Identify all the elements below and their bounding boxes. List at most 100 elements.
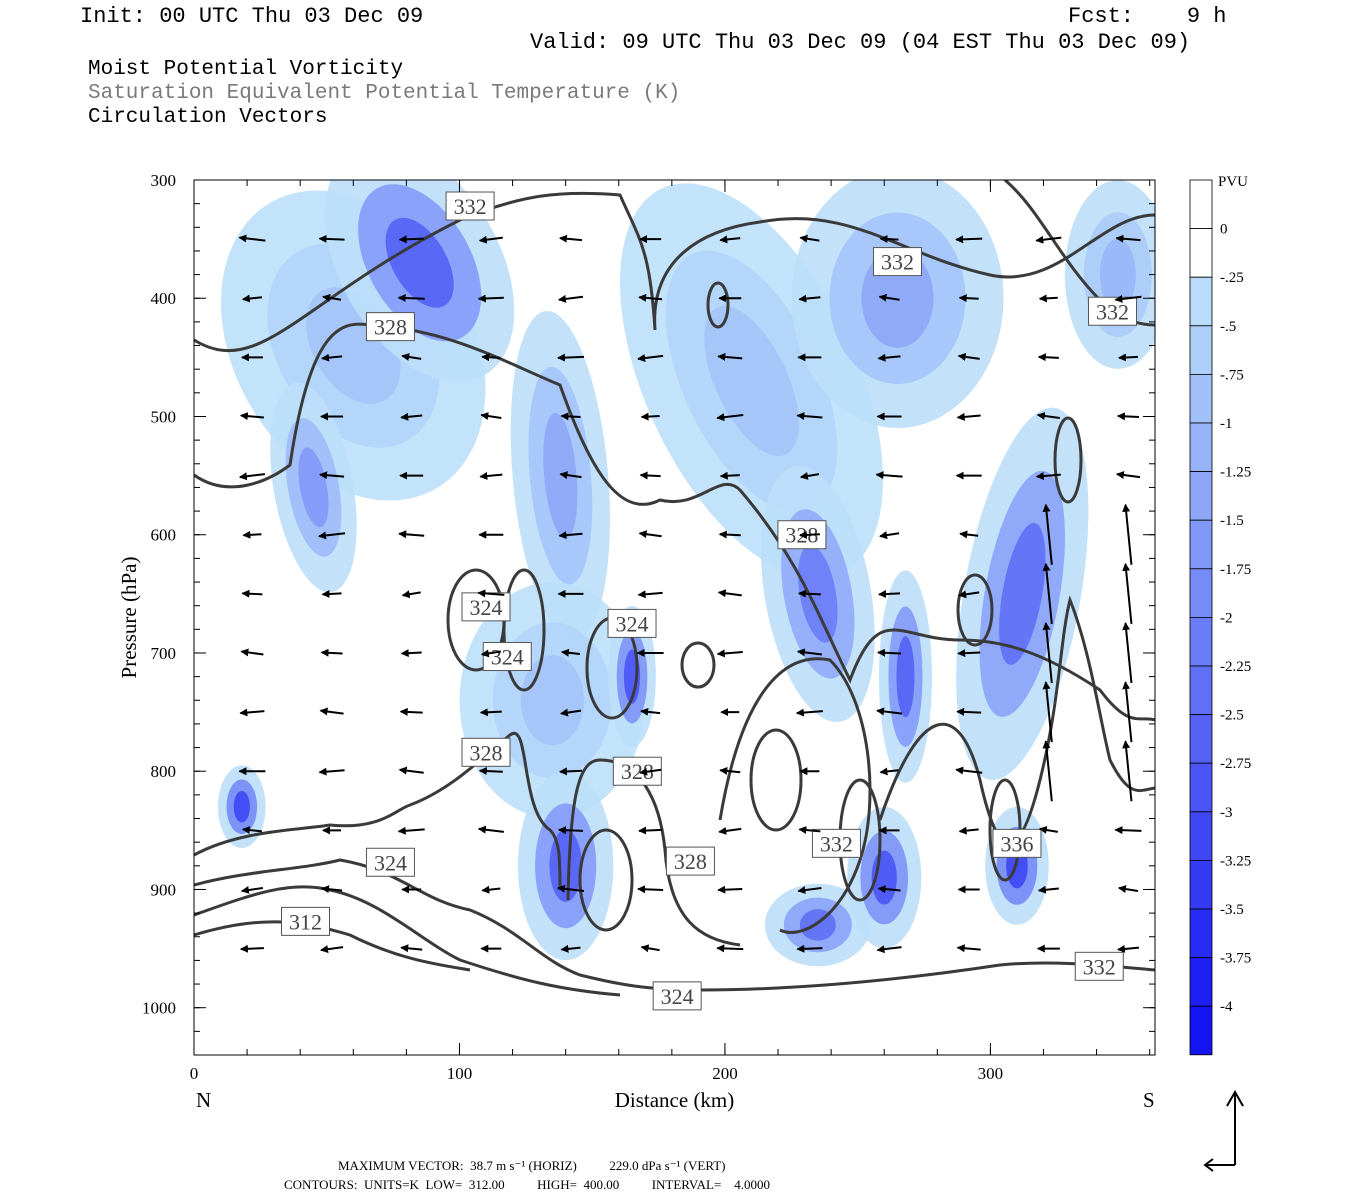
y-tick-label: 700 — [151, 644, 177, 663]
contour-line — [194, 922, 470, 970]
circulation-vector — [960, 829, 979, 831]
colorbar-swatch — [1190, 569, 1212, 618]
circulation-vector — [642, 416, 660, 417]
circulation-vector — [399, 829, 425, 831]
colorbar-tick-label: -2.75 — [1220, 756, 1251, 772]
circulation-vector — [243, 534, 261, 535]
svg-text:324: 324 — [491, 645, 524, 670]
circulation-vector — [956, 239, 982, 240]
colorbar-swatch — [1190, 909, 1212, 958]
circulation-vector — [958, 948, 981, 950]
circulation-vector — [799, 593, 821, 594]
circulation-vector — [560, 238, 582, 240]
circulation-vector — [957, 712, 981, 713]
contour-label: 328 — [666, 847, 714, 875]
circulation-vector — [641, 475, 661, 476]
colorbar-swatch — [1190, 958, 1212, 1007]
svg-text:328: 328 — [470, 740, 503, 765]
colorbar-swatch — [1190, 180, 1212, 229]
contour-label: 324 — [483, 643, 531, 671]
svg-text:332: 332 — [1096, 299, 1129, 324]
circulation-vector — [320, 239, 345, 240]
svg-text:332: 332 — [881, 250, 914, 275]
contour-label: 332 — [446, 192, 494, 220]
circulation-vector — [321, 711, 344, 714]
svg-text:324: 324 — [374, 850, 407, 875]
svg-text:312: 312 — [289, 909, 322, 934]
circulation-vector — [878, 652, 901, 653]
colorbar-unit: PVU — [1218, 174, 1248, 190]
circulation-vector — [1125, 505, 1131, 565]
contour-label: 332 — [873, 248, 921, 276]
contour-line — [751, 730, 801, 830]
circulation-vector — [399, 298, 425, 299]
circulation-vector — [1118, 948, 1139, 950]
colorbar-swatch — [1190, 617, 1212, 666]
x-tick-label: 0 — [190, 1064, 199, 1083]
contour-label: 324 — [366, 848, 414, 876]
circulation-vector — [639, 593, 663, 595]
contour-label: 328 — [462, 738, 510, 766]
circulation-vector — [560, 771, 582, 772]
circulation-vector — [1040, 298, 1058, 299]
svg-text:332: 332 — [1083, 954, 1116, 979]
circulation-vector — [1125, 741, 1131, 801]
circulation-vector — [321, 947, 343, 950]
svg-text:332: 332 — [454, 194, 487, 219]
circulation-vector — [721, 475, 740, 476]
colorbar-tick-label: -3.75 — [1220, 951, 1251, 967]
circulation-vector — [558, 357, 584, 358]
circulation-vector — [880, 533, 899, 536]
svg-text:324: 324 — [616, 611, 649, 636]
x-axis-label: Distance (km) — [615, 1088, 735, 1112]
circulation-vector — [240, 711, 264, 713]
svg-text:328: 328 — [374, 315, 407, 340]
y-axis-label: Pressure (hPa) — [117, 557, 141, 679]
colorbar-tick-label: -4 — [1220, 999, 1233, 1015]
circulation-vector — [399, 534, 424, 536]
colorbar-swatch — [1190, 326, 1212, 375]
colorbar-tick-label: -3.25 — [1220, 853, 1251, 869]
circulation-vector — [638, 889, 663, 890]
circulation-vector — [1046, 741, 1052, 801]
circulation-vector — [323, 593, 342, 594]
cross-section-chart: 332332332328328324324324328328328332 3363… — [0, 0, 1350, 1200]
circulation-vector — [960, 298, 979, 299]
circulation-vector — [1119, 357, 1138, 358]
y-tick-label: 500 — [151, 407, 177, 426]
circulation-vector — [480, 475, 502, 477]
circulation-vector — [401, 948, 422, 950]
circulation-vector — [1039, 357, 1059, 358]
circulation-vector — [718, 889, 742, 890]
circulation-vector — [1119, 888, 1138, 891]
circulation-vector — [322, 652, 343, 653]
svg-text:336: 336 — [1000, 831, 1033, 856]
circulation-vector — [1115, 830, 1141, 831]
contour-label: 332 — [812, 829, 860, 857]
colorbar-swatch — [1190, 763, 1212, 812]
circulation-vector — [717, 948, 743, 949]
circulation-vector — [401, 712, 423, 713]
circulation-vector — [881, 239, 899, 240]
colorbar-tick-label: -1.5 — [1220, 513, 1244, 529]
circulation-vector — [1125, 564, 1131, 624]
colorbar-tick-label: -.25 — [1220, 270, 1244, 286]
circulation-vector — [642, 947, 660, 950]
circulation-vector — [561, 416, 580, 417]
circulation-vector — [639, 830, 662, 831]
colorbar-swatch — [1190, 229, 1212, 278]
colorbar-swatch — [1190, 374, 1212, 423]
circulation-vector — [958, 415, 981, 417]
colorbar-swatch — [1190, 860, 1212, 909]
circulation-vector — [640, 533, 662, 536]
circulation-vector — [481, 712, 502, 713]
circulation-vector — [320, 770, 345, 772]
circulation-vector — [797, 948, 822, 949]
colorbar-swatch — [1190, 472, 1212, 521]
pv-region — [879, 570, 932, 782]
y-tick-label: 400 — [151, 289, 177, 308]
circulation-vector — [1118, 416, 1139, 417]
circulation-vector — [960, 534, 978, 536]
reference-vector — [1205, 1092, 1243, 1171]
circulation-vector — [479, 298, 504, 299]
